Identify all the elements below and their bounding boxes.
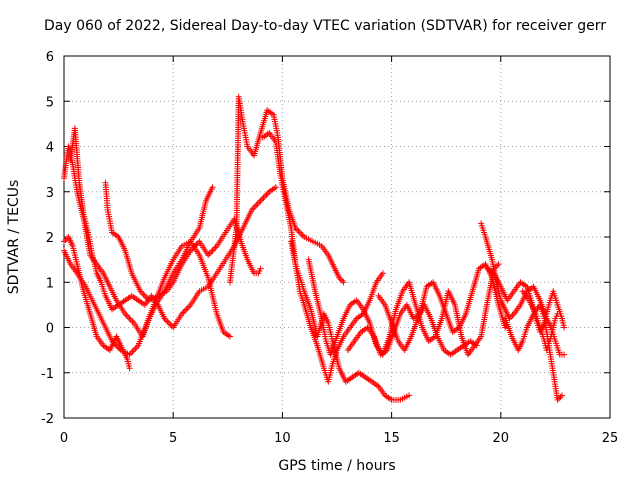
y-tick-label: 6 xyxy=(46,50,54,65)
data-point xyxy=(167,321,174,328)
data-point xyxy=(123,312,130,319)
y-tick-label: 4 xyxy=(46,141,54,156)
chart-title: Day 060 of 2022, Sidereal Day-to-day VTE… xyxy=(44,18,606,34)
x-axis-label: GPS time / hours xyxy=(278,458,395,474)
data-point xyxy=(259,196,266,203)
data-point xyxy=(132,345,139,352)
data-point xyxy=(264,190,271,197)
series-sat-c xyxy=(67,125,279,331)
data-point xyxy=(125,313,132,320)
data-point xyxy=(257,197,264,204)
series-sat-d xyxy=(61,238,233,358)
data-point xyxy=(494,262,501,269)
x-tick-label: 20 xyxy=(493,431,510,446)
data-point xyxy=(509,312,516,319)
data-point xyxy=(260,194,267,201)
data-point xyxy=(406,392,413,399)
data-point xyxy=(181,307,188,314)
data-point xyxy=(141,292,148,299)
data-point xyxy=(257,265,264,272)
series-sat-e xyxy=(102,179,264,304)
x-tick-label: 0 xyxy=(60,431,68,446)
x-tick-label: 15 xyxy=(383,431,400,446)
data-point xyxy=(165,319,172,326)
data-point xyxy=(209,184,216,191)
data-point xyxy=(129,318,136,325)
grid-lines xyxy=(64,56,610,418)
data-point xyxy=(473,342,480,349)
data-point xyxy=(212,244,219,251)
data-point xyxy=(298,230,305,237)
data-points xyxy=(61,93,568,403)
data-point xyxy=(558,392,565,399)
data-point xyxy=(263,191,270,198)
data-point xyxy=(130,347,137,354)
data-point xyxy=(127,316,134,323)
x-tick-label: 10 xyxy=(274,431,291,446)
y-tick-label: 0 xyxy=(46,322,54,337)
data-point xyxy=(208,249,215,256)
data-point xyxy=(295,227,302,234)
data-point xyxy=(557,393,564,400)
series-sat-n xyxy=(502,301,565,403)
data-point xyxy=(339,277,346,284)
y-tick-label: -2 xyxy=(41,412,54,427)
data-point xyxy=(261,193,268,200)
data-point xyxy=(61,238,67,245)
data-point xyxy=(272,184,279,191)
data-point xyxy=(180,309,187,316)
data-point xyxy=(495,261,502,268)
series-sat-f xyxy=(226,93,347,286)
data-point xyxy=(340,279,347,286)
data-point xyxy=(296,229,303,236)
data-point xyxy=(299,232,306,239)
data-point xyxy=(210,246,217,253)
data-point xyxy=(209,247,216,254)
y-tick-label: 5 xyxy=(46,95,54,110)
data-point xyxy=(253,202,260,209)
data-point xyxy=(251,203,258,210)
y-axis-label: SDTVAR / TECUs xyxy=(6,180,22,295)
y-tick-label: 2 xyxy=(46,231,54,246)
data-point xyxy=(561,324,568,331)
y-tick-label: 3 xyxy=(46,186,54,201)
data-point xyxy=(561,351,568,358)
x-tick-label: 25 xyxy=(602,431,619,446)
data-point xyxy=(126,365,133,372)
data-point xyxy=(554,310,561,317)
axis-ticks: 0 5 10 15 20 25 -2 -1 0 1 2 3 4 5 6 xyxy=(41,50,618,446)
data-point xyxy=(164,318,171,325)
data-point xyxy=(502,324,509,331)
data-point xyxy=(183,306,190,313)
data-point xyxy=(184,304,191,311)
series-sat-g xyxy=(259,129,386,385)
data-point xyxy=(254,200,261,207)
data-point xyxy=(379,270,386,277)
data-point xyxy=(226,333,233,340)
x-tick-label: 5 xyxy=(169,431,177,446)
data-point xyxy=(127,350,134,357)
y-tick-label: 1 xyxy=(46,276,54,291)
data-point xyxy=(62,237,69,244)
data-point xyxy=(140,291,147,298)
series-sat-k xyxy=(375,292,480,358)
y-tick-label: -1 xyxy=(41,367,54,382)
data-point xyxy=(256,199,263,206)
data-point xyxy=(186,303,193,310)
series-sat-o xyxy=(519,288,561,354)
data-point xyxy=(126,315,133,322)
